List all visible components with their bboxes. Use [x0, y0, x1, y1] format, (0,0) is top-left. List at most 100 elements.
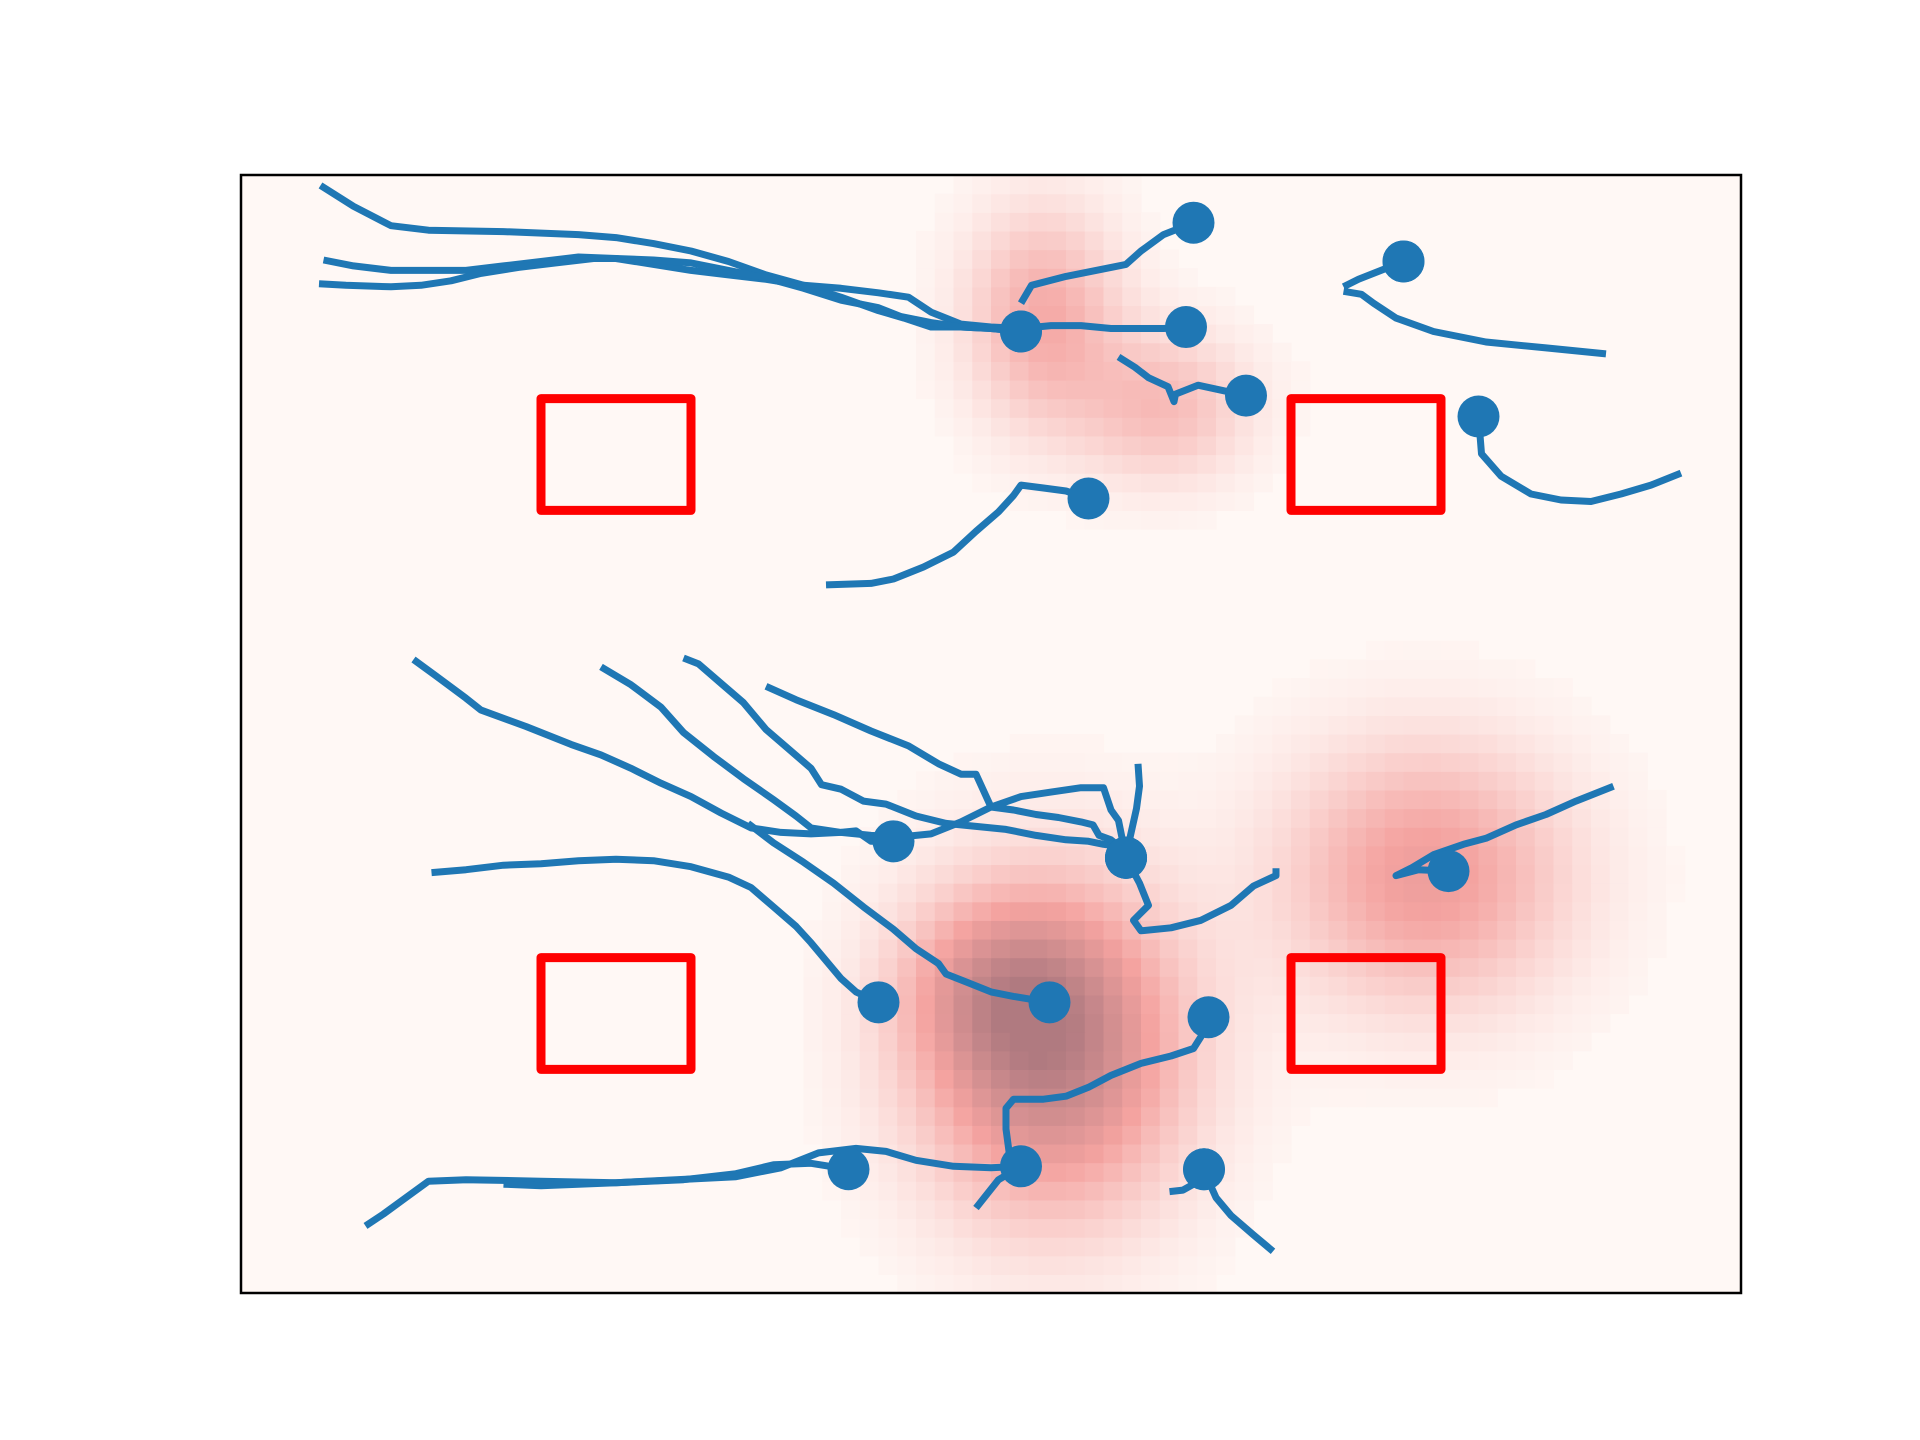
heatmap-cell: [1141, 305, 1161, 325]
heatmap-cell: [1553, 734, 1573, 754]
heatmap-cell: [1122, 398, 1142, 418]
heatmap-cell: [1253, 1050, 1273, 1070]
heatmap-cell: [1384, 827, 1405, 847]
heatmap-cell: [916, 1050, 936, 1070]
heatmap-cell: [1441, 976, 1461, 996]
heatmap-cell: [1328, 976, 1348, 996]
heatmap-cell: [1009, 901, 1030, 921]
heatmap-cell: [991, 1218, 1011, 1238]
heatmap-cell: [1084, 938, 1105, 959]
heatmap-cell: [1216, 286, 1236, 307]
heatmap-cell: [1141, 1143, 1161, 1164]
heatmap-cell: [1234, 1199, 1255, 1220]
heatmap-cell: [1628, 938, 1648, 959]
heatmap-cell: [1459, 752, 1480, 772]
heatmap-cell: [1028, 920, 1048, 940]
heatmap-cell: [1366, 957, 1386, 977]
heatmap-cell: [1534, 827, 1555, 847]
heatmap-cell: [1478, 864, 1498, 884]
heatmap-cell: [934, 379, 955, 400]
heatmap-cell: [1066, 1069, 1086, 1089]
heatmap-cell: [1122, 454, 1142, 474]
heatmap-cell: [1647, 827, 1667, 847]
heatmap-cell: [1066, 1218, 1086, 1238]
heatmap-cell: [1066, 1125, 1086, 1145]
heatmap-cell: [1441, 1069, 1461, 1089]
heatmap-cell: [1516, 1050, 1536, 1070]
heatmap-cell: [1628, 864, 1648, 884]
heatmap-cell: [1572, 771, 1592, 791]
heatmap-cell: [1141, 1032, 1161, 1052]
heatmap-cell: [859, 864, 880, 884]
heatmap-cell: [1441, 696, 1461, 716]
heatmap-cell: [1009, 771, 1030, 791]
heatmap-cell: [1141, 286, 1161, 307]
heatmap-cell: [1366, 994, 1386, 1015]
heatmap-cell: [934, 361, 955, 381]
heatmap-cell: [1309, 715, 1330, 735]
heatmap-cell: [1328, 1013, 1348, 1033]
heatmap-cell: [1122, 510, 1142, 530]
heatmap-cell: [1553, 752, 1573, 772]
heatmap-cell: [1047, 752, 1067, 772]
heatmap-cell: [1028, 1106, 1048, 1126]
heatmap-cell: [1066, 398, 1086, 418]
heatmap-cell: [1328, 1088, 1348, 1108]
heatmap-cell: [1103, 286, 1123, 307]
heatmap-cell: [1178, 1237, 1198, 1257]
heatmap-cell: [1553, 1013, 1573, 1033]
heatmap-cell: [953, 752, 973, 772]
heatmap-cell: [1197, 1050, 1217, 1070]
heatmap-cell: [1309, 1032, 1330, 1052]
heatmap-cell: [1066, 1162, 1086, 1182]
heatmap-cell: [1478, 734, 1498, 754]
heatmap-cell: [878, 1032, 898, 1052]
heatmap-cell: [1347, 715, 1367, 735]
heatmap-cell: [1291, 1106, 1311, 1126]
heatmap-cell: [972, 1069, 992, 1089]
heatmap-cell: [1384, 901, 1405, 921]
heatmap-cell: [841, 1069, 861, 1089]
heatmap-cell: [1309, 678, 1330, 698]
heatmap-cell: [1066, 1032, 1086, 1052]
heatmap-cell: [1159, 827, 1180, 847]
heatmap-cell: [916, 1125, 936, 1145]
heatmap-cell: [803, 1050, 823, 1070]
trajectory-line-1: [318, 182, 1022, 335]
heatmap-cell: [1066, 175, 1086, 195]
heatmap-cell: [934, 1237, 955, 1257]
heatmap-cell: [1066, 994, 1086, 1015]
trajectory-line-17: [431, 855, 880, 1006]
heatmap-cell: [1516, 920, 1536, 940]
heatmap-cell: [1141, 454, 1161, 474]
heatmap-cell: [1122, 473, 1142, 493]
heatmap-cell: [859, 1237, 880, 1257]
heatmap-cell: [1103, 976, 1123, 996]
heatmap-cell: [1609, 789, 1630, 810]
heatmap-cell: [1534, 957, 1555, 977]
heatmap-cell: [1441, 789, 1461, 810]
heatmap-cell: [1084, 1088, 1105, 1108]
heatmap-cell: [897, 901, 917, 921]
heatmap-cell: [1234, 417, 1255, 437]
heatmap-cell: [991, 193, 1011, 213]
heatmap-cell: [1591, 976, 1611, 996]
heatmap-cell: [1591, 938, 1611, 959]
heatmap-cell: [1197, 1274, 1217, 1293]
heatmap-cell: [1009, 1274, 1030, 1293]
heatmap-cell: [859, 1199, 880, 1220]
heatmap-cell: [1028, 845, 1048, 866]
heatmap-cell: [1478, 976, 1498, 996]
heatmap-cell: [1234, 1162, 1255, 1182]
heatmap-cell: [1628, 976, 1648, 996]
heatmap-cell: [1403, 752, 1423, 772]
heatmap-cell: [878, 1255, 898, 1275]
heatmap-cell: [1103, 398, 1123, 418]
heatmap-cell: [1609, 883, 1630, 903]
heatmap-cell: [1216, 789, 1236, 810]
heatmap-cell: [1534, 864, 1555, 884]
heatmap-cell: [1009, 920, 1030, 940]
heatmap-cell: [1422, 752, 1442, 772]
heatmap-cell: [1234, 752, 1255, 772]
heatmap-cell: [1084, 1143, 1105, 1164]
